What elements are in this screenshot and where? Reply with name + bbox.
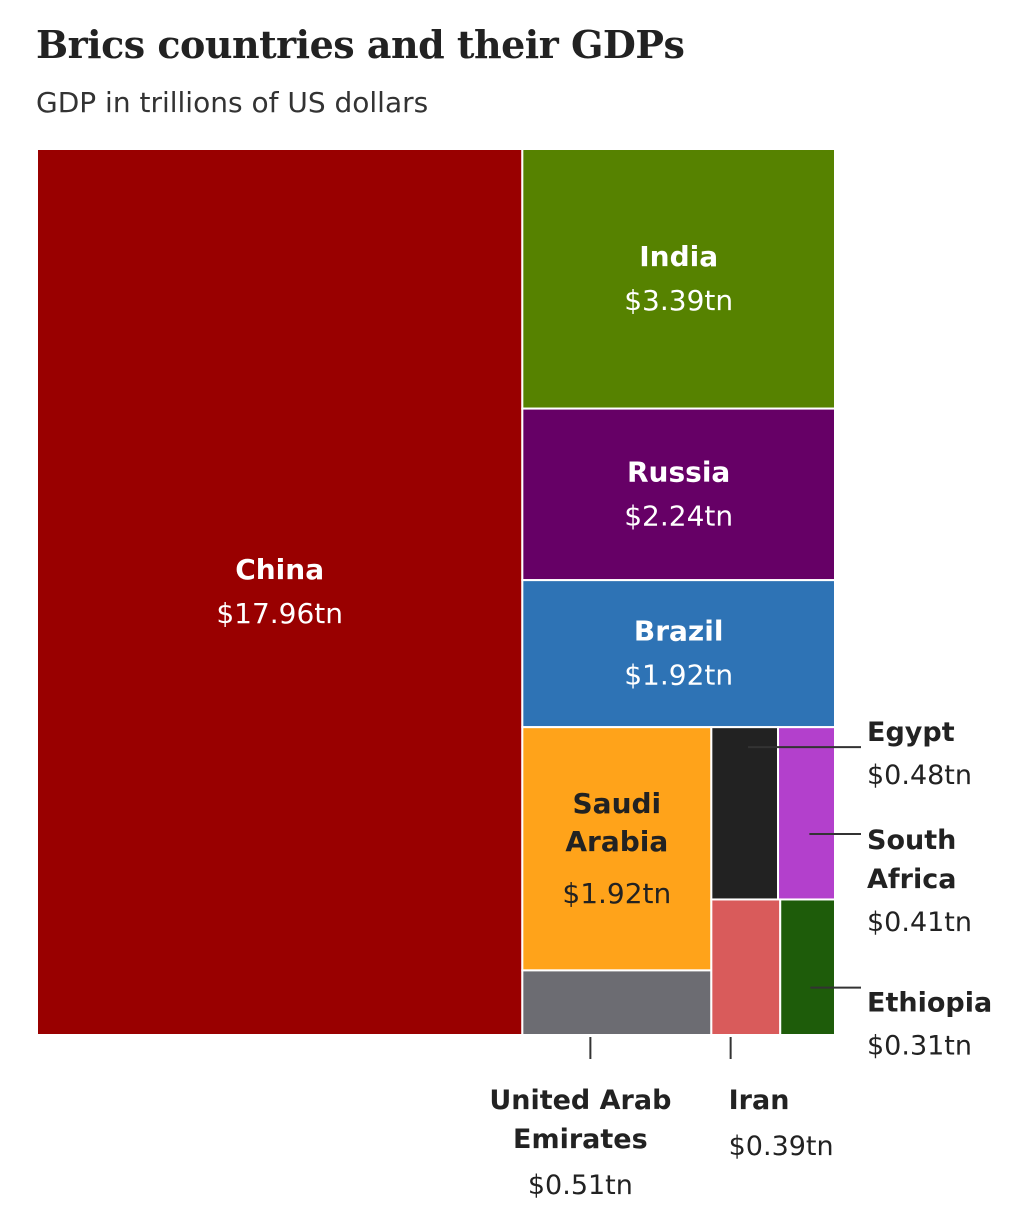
value-egypt: $0.48tn	[867, 760, 972, 791]
label-south-africa: South	[867, 825, 956, 856]
tile-value-china: $17.96tn	[216, 597, 343, 630]
tile-label-russia: Russia	[627, 455, 730, 488]
value-united-arab-emirates: $0.51tn	[528, 1170, 633, 1201]
tile-united-arab-emirates	[521, 969, 713, 1037]
tile-value-russia: $2.24tn	[624, 499, 733, 532]
value-south-africa: $0.41tn	[867, 907, 972, 938]
label-egypt: Egypt	[867, 717, 955, 748]
label-south-africa: Africa	[867, 864, 956, 895]
tile-value-saudi-arabia: $1.92tn	[562, 877, 671, 910]
tile-russia	[521, 407, 836, 582]
tile-south-africa	[777, 726, 837, 901]
label-iran: Iran	[729, 1085, 790, 1116]
tile-iran	[710, 898, 782, 1036]
value-ethiopia: $0.31tn	[867, 1031, 972, 1062]
tile-value-brazil: $1.92tn	[624, 659, 733, 692]
label-united-arab-emirates: Emirates	[513, 1124, 648, 1155]
chart-subtitle: GDP in trillions of US dollars	[36, 86, 429, 119]
tile-ethiopia	[779, 898, 836, 1036]
tile-label-saudi-arabia: Arabia	[565, 825, 668, 858]
label-ethiopia: Ethiopia	[867, 988, 992, 1019]
label-united-arab-emirates: United Arab	[489, 1085, 671, 1116]
tile-label-india: India	[639, 240, 718, 273]
tile-label-brazil: Brazil	[634, 615, 724, 648]
tile-label-china: China	[235, 553, 324, 586]
tile-label-saudi-arabia: Saudi	[573, 787, 662, 820]
tile-india	[521, 148, 836, 410]
tile-brazil	[521, 579, 836, 729]
tile-egypt	[710, 726, 780, 901]
tile-china	[36, 148, 524, 1036]
tile-value-india: $3.39tn	[624, 284, 733, 317]
chart-title: Brics countries and their GDPs	[36, 22, 685, 67]
value-iran: $0.39tn	[729, 1131, 834, 1162]
